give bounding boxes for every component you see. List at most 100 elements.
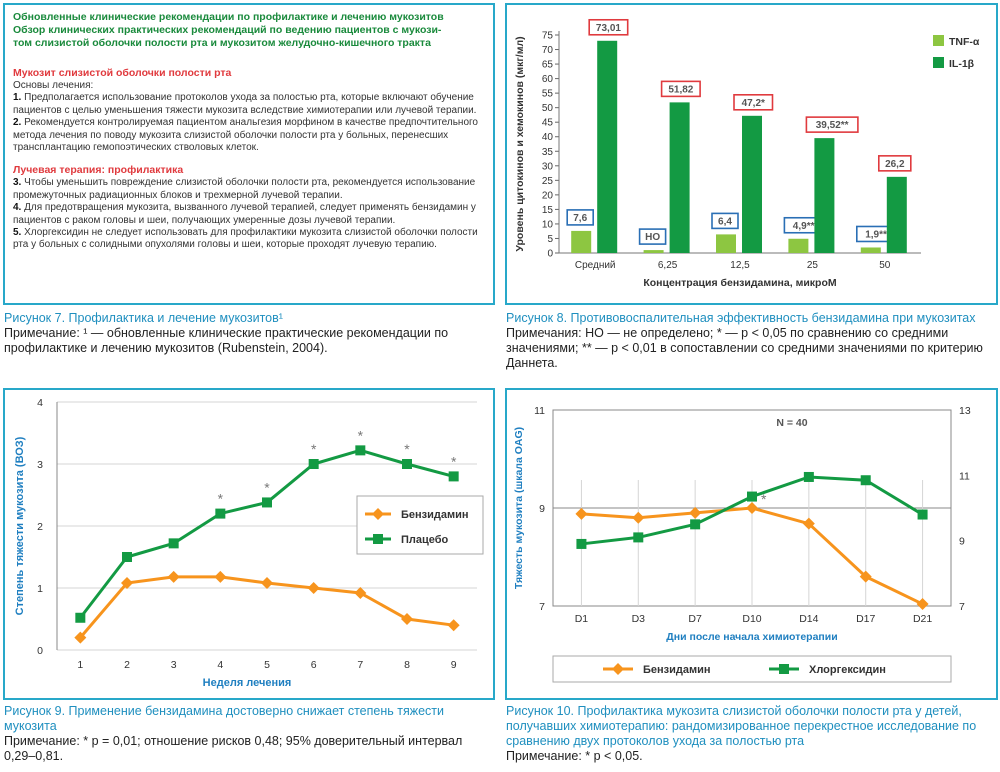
y-left-tick-label: 11	[534, 405, 545, 417]
data-label-box	[711, 212, 739, 230]
data-point	[859, 570, 872, 583]
fig8-note: Примечания: НО — не определено; * — p < …	[506, 326, 983, 370]
y-tick-label: 15	[542, 205, 554, 216]
y-tick-label: 75	[542, 31, 554, 42]
data-label-box	[733, 94, 774, 111]
significance-mark: *	[358, 427, 364, 443]
significance-mark: *	[311, 441, 317, 457]
data-label-box	[805, 116, 859, 133]
data-label: 73,01	[596, 23, 621, 34]
y-axis-label: Степень тяжести мукозита (ВОЗ)	[14, 436, 26, 615]
data-point	[802, 517, 815, 530]
bar-il1b	[597, 40, 618, 253]
x-tick-label: 3	[171, 659, 177, 671]
bar-tnf	[716, 234, 736, 253]
data-point	[355, 445, 366, 456]
data-label: 4,9**	[793, 221, 815, 232]
x-tick-label: D17	[856, 613, 875, 625]
data-point	[74, 631, 87, 644]
x-tick-label: D1	[575, 613, 589, 625]
data-point	[261, 577, 273, 590]
x-axis-label: Концентрация бензидамина, микроМ	[643, 277, 837, 289]
data-point	[576, 538, 587, 549]
y-tick-label: 0	[37, 645, 43, 657]
fig9-caption: Рисунок 9. Применение бензидамина достов…	[4, 704, 444, 733]
x-tick-label: 5	[264, 659, 270, 671]
data-point	[121, 577, 133, 590]
data-label: 1,9**	[865, 229, 887, 240]
fig9-line-chart: 0 1 2 3 4 1 2 3 4 5 6 7 8 9 * * * * * * Степень тяжести муко…	[14, 397, 484, 689]
significance-mark: *	[218, 491, 224, 507]
data-point	[860, 475, 871, 486]
fig8-chart-box: 0 5 10 15 20 25 30 35 40 45 50 55 60 65 70 75 Средний 7,6…	[505, 3, 998, 305]
data-point	[215, 508, 226, 519]
data-point	[168, 538, 179, 549]
y-tick-label: 20	[542, 190, 554, 201]
data-point	[632, 511, 645, 524]
fig9-chart-box: 0 1 2 3 4 1 2 3 4 5 6 7 8 9 * * * * * * Степень тяжести муко…	[3, 388, 495, 700]
x-tick-label: 9	[451, 659, 457, 671]
y-tick-label: 60	[542, 74, 554, 85]
y-tick-label: 5	[547, 234, 553, 245]
bar-tnf	[571, 230, 592, 253]
y-right-tick-label: 11	[959, 470, 970, 482]
data-label: 39,52**	[816, 120, 849, 131]
fig7-item-2: 2. Рекомендуется контролируемая пациенто…	[13, 117, 478, 154]
y-tick-label: 25	[542, 176, 554, 187]
data-label: 47,2*	[742, 98, 765, 109]
bar-tnf	[643, 250, 664, 253]
fig10-caption: Рисунок 10. Профилактика мукозита слизис…	[506, 704, 977, 748]
data-point	[354, 586, 367, 599]
data-point	[402, 459, 412, 469]
y-tick-label: 40	[542, 132, 554, 143]
fig8-bar-chart: 0 5 10 15 20 25 30 35 40 45 50 55 60 65 70 75 Средний 7,6…	[514, 18, 980, 289]
legend-marker	[612, 663, 624, 675]
data-point	[75, 612, 86, 623]
fig7-item-5: 5. Хлоргексидин не следует использовать …	[13, 227, 478, 251]
fig7-item-1: 1. Предполагается использование протокол…	[13, 92, 477, 116]
data-label: НО	[645, 232, 660, 243]
x-tick-label: D10	[742, 613, 761, 625]
bar-tnf	[788, 238, 809, 253]
data-label-box	[566, 209, 595, 226]
y-tick-label: 4	[37, 397, 43, 409]
x-tick-label: D14	[799, 613, 818, 625]
x-tick-label: 8	[404, 659, 410, 671]
y-tick-label: 1	[37, 583, 43, 595]
data-point	[401, 613, 413, 625]
data-label-box	[660, 80, 701, 98]
bar-il1b	[814, 138, 835, 253]
data-point	[916, 598, 929, 611]
fig7-title-line: Обзор клинических практических рекоменда…	[13, 24, 442, 36]
fig7-caption: Рисунок 7. Профилактика и лечение мукози…	[4, 311, 283, 325]
y-tick-label: 55	[542, 89, 554, 100]
x-tick-label: 2	[124, 659, 130, 671]
y-tick-label: 3	[37, 459, 43, 471]
bar-il1b	[669, 102, 690, 254]
fig7-basics: Основы лечения:	[13, 80, 94, 91]
legend-marker	[779, 664, 789, 674]
x-tick-label: 1	[77, 659, 83, 671]
x-axis-label: Дни после начала химиотерапии	[666, 631, 837, 643]
data-label: 26,2	[885, 159, 905, 170]
x-tick-label: 12,5	[730, 260, 750, 271]
fig10-chart-box: D1 D3 D7 D10 D14 D17 D21 7 9 11 7 9 11 13 * N = 40 Тяжес…	[505, 388, 998, 700]
data-label-box	[877, 155, 912, 172]
data-point	[689, 506, 702, 519]
legend-box	[356, 495, 484, 555]
fig7-title-line: том слизистой оболочки полости рта и мук…	[13, 37, 431, 49]
legend-label: Плацебо	[401, 534, 449, 546]
legend-label: Бензидамин	[643, 664, 711, 676]
y-tick-label: 30	[542, 161, 554, 172]
data-label-box	[588, 18, 629, 36]
x-tick-label: 6,25	[658, 260, 678, 271]
data-point	[448, 471, 459, 482]
data-label: 6,4	[718, 216, 732, 227]
legend-label: Бензидамин	[401, 509, 469, 521]
fig7-item-4: 4. Для предотвращения мукозита, вызванно…	[13, 202, 476, 226]
x-tick-label: Средний	[575, 260, 616, 271]
y-tick-label: 70	[542, 45, 554, 56]
legend-swatch	[933, 35, 944, 46]
y-axis-label: Уровень цитокинов и хемокинов (мкг/мл)	[514, 36, 526, 251]
y-tick-label: 35	[542, 147, 554, 158]
